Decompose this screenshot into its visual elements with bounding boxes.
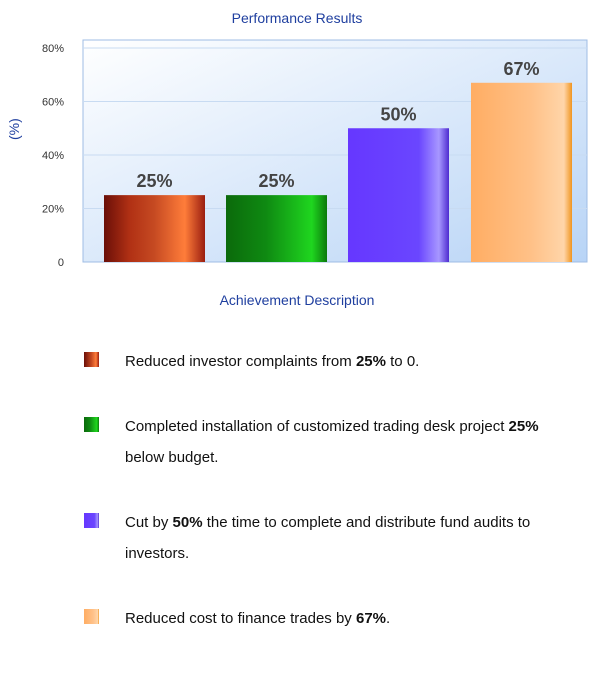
legend-text-before: Reduced investor complaints from xyxy=(125,353,356,370)
legend-swatch xyxy=(84,417,99,432)
data-label: 25% xyxy=(136,171,172,191)
bar-chart: 0 20% 40% 60% 80% 25% 25% 50% 67% xyxy=(42,39,588,269)
legend-value: 25% xyxy=(508,418,539,435)
legend-text-before: Cut by xyxy=(125,514,173,531)
legend-text-after: the time to complete and distribute fund… xyxy=(125,514,531,562)
legend-text: Cut by 50% the time to complete and dist… xyxy=(125,507,575,569)
y-tick-label: 60% xyxy=(42,97,64,109)
y-tick-label: 80% xyxy=(42,43,64,55)
legend-swatch xyxy=(84,352,99,367)
legend-text-before: Reduced cost to finance trades by xyxy=(125,610,356,627)
chart-title: Performance Results xyxy=(231,10,363,26)
legend-value: 50% xyxy=(172,514,203,531)
bar xyxy=(104,195,205,262)
bar xyxy=(471,82,572,263)
legend-value: 25% xyxy=(355,353,386,370)
legend-swatch xyxy=(84,609,99,624)
data-label: 50% xyxy=(380,104,416,124)
y-tick-label: 20% xyxy=(42,204,64,216)
legend-swatch xyxy=(84,513,99,528)
legend-text-after: . xyxy=(386,610,391,627)
legend-text-after: to 0. xyxy=(385,353,420,370)
y-tick-label: 0 xyxy=(58,257,64,269)
data-label: 67% xyxy=(503,59,539,79)
legend-value: 67% xyxy=(355,610,387,627)
legend-text-before: Completed installation of customized tra… xyxy=(125,418,509,435)
legend-text: Completed installation of customized tra… xyxy=(125,411,575,473)
bars xyxy=(104,82,572,263)
bar xyxy=(348,128,449,262)
legend-text: Reduced investor complaints from 25% to … xyxy=(125,346,575,377)
data-labels: 25% 25% 50% 67% xyxy=(136,59,539,191)
data-label: 25% xyxy=(258,171,294,191)
y-tick-labels: 0 20% 40% 60% 80% xyxy=(42,43,64,269)
legend-text: Reduced cost to finance trades by 67%. xyxy=(125,603,575,634)
bar xyxy=(226,195,327,262)
y-tick-label: 40% xyxy=(42,150,64,162)
legend-text-after: below budget. xyxy=(125,449,219,466)
x-axis-label: Achievement Description xyxy=(219,292,375,308)
